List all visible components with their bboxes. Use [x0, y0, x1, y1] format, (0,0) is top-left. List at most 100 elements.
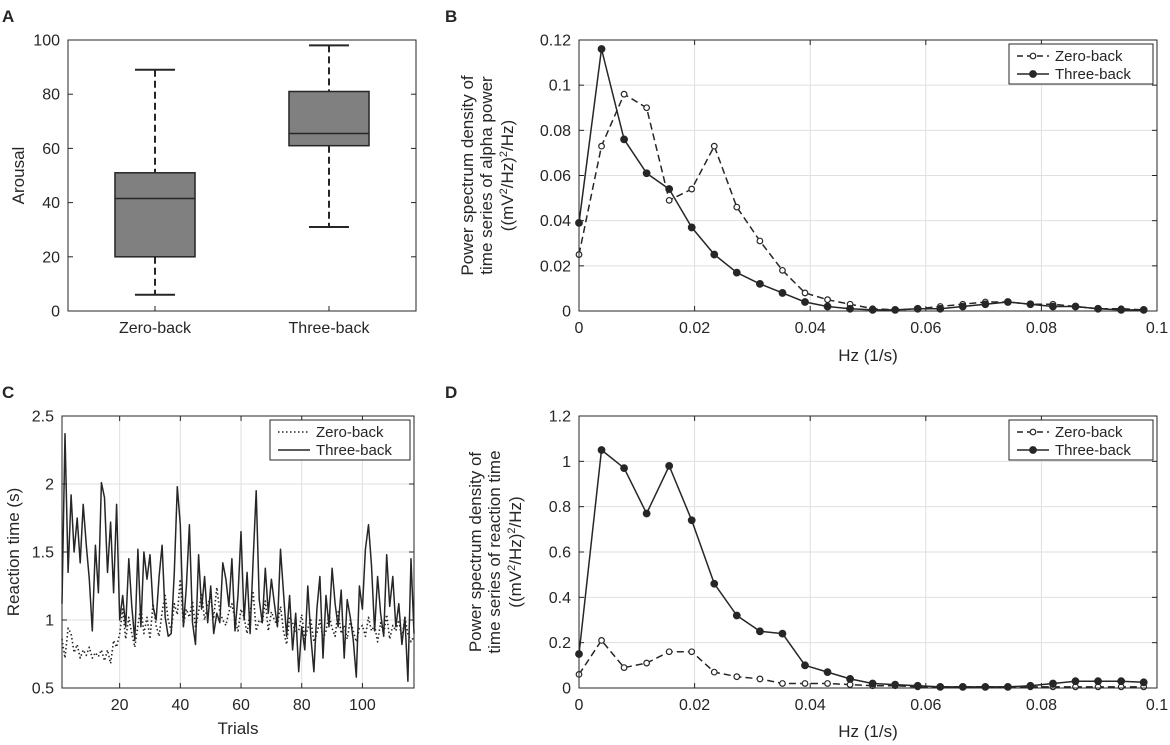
- panel-d-series-three-back-point-18: [981, 682, 990, 691]
- panel-b-series-three-back-point-8: [756, 280, 764, 288]
- panel-d: D 0 0.02 0.04 0.06 0.08 0.100.20.40.60.811.2 …: [445, 383, 1168, 741]
- panel-b-series-three-back-point-1: [597, 45, 606, 53]
- panel-d-ylabel-unit: ((mV2/Hz)2/Hz): [506, 496, 525, 607]
- panel-d-series-three-back-point-4: [665, 461, 674, 470]
- panel-c-ytick-label-4: 2.5: [32, 409, 54, 426]
- panel-d-ylabel-line1: Power spectrum density of: [466, 452, 485, 653]
- box-zero-back-iqr: [114, 172, 196, 258]
- panel-d-series-zero-back-point-2: [620, 664, 628, 671]
- panel-b-series-three-back-point-20: [1026, 300, 1035, 309]
- panel-d-series-zero-back-point-3: [643, 659, 651, 667]
- panel-b-series-three-back-point-17: [958, 302, 967, 311]
- panel-b-series-three-back-point-3: [642, 169, 651, 178]
- panel-d-series-three-back-point-7: [732, 611, 741, 620]
- panel-d-series-three-back-point-15: [913, 681, 922, 690]
- panel-b-ticks: 0 0.02 0.04 0.06 0.08 0.1 0 0.02 0.04 0.06 0.08 0.1…: [540, 33, 1168, 338]
- panel-d-legend-zero-back-marker: [1029, 428, 1037, 436]
- panel-c-xtick-label-3: 80: [293, 697, 311, 714]
- panel-d-series-three-back-line: [578, 449, 1144, 688]
- panel-b-series-three-back-point-16: [936, 304, 945, 313]
- panel-c-xtick-label-0: 20: [111, 697, 129, 714]
- panel-b-series-three-back-point-9: [778, 289, 787, 297]
- panel-d-series-three-back-point-21: [1049, 679, 1057, 688]
- panel-d-series-three-back-point-3: [642, 509, 651, 518]
- panel-d-series-zero-back-point-6: [710, 668, 718, 676]
- panel-c-ticks: 20 40 60 80 100 0.5 1 1.5 2 2.5: [32, 409, 414, 714]
- panel-d-xlabel: Hz (1/s): [838, 722, 898, 741]
- panel-a-ylabel: Arousal: [9, 147, 28, 205]
- panel-d-series-three-back-point-17: [958, 682, 967, 691]
- panel-d-series-three-back-point-6: [710, 579, 719, 588]
- panel-b-ytick-label-0: 0: [562, 304, 571, 321]
- panel-a-letter: A: [2, 7, 14, 26]
- panel-b-legend-three-back-marker: [1029, 70, 1037, 78]
- panel-d-legend-three-back-marker: [1029, 446, 1037, 454]
- panel-b-series-zero-back-point-7: [733, 203, 741, 211]
- panel-b-xtick-label-2: 0.04: [795, 320, 826, 337]
- panel-d-series-zero-back-point-8: [756, 675, 764, 683]
- panel-d-xtick-label-5: 0.1: [1146, 697, 1168, 714]
- panel-d-ticks: 0 0.02 0.04 0.06 0.08 0.1 0 0.2 0.4 0.6 0.8 1 1.2: [549, 409, 1168, 715]
- panel-b-ytick-label-1: 0.02: [540, 258, 571, 275]
- panel-d-series-three-back-point-13: [868, 679, 877, 688]
- panel-b-ytick-label-3: 0.06: [540, 168, 571, 185]
- panel-b-axes-box: [578, 39, 1158, 312]
- panel-d-series-three-back-point-14: [891, 680, 900, 689]
- panel-b-series-zero-back-point-10: [801, 289, 809, 297]
- panel-d-series-three-back-point-25: [1139, 678, 1148, 687]
- panel-b-series-three-back-point-18: [981, 300, 990, 309]
- panel-c-letter: C: [2, 383, 14, 402]
- panel-c-marks: [61, 432, 415, 682]
- panel-a-ytick-label-2: 40: [42, 195, 60, 212]
- panel-d-marks: [575, 446, 1148, 691]
- panel-b-series-three-back-point-12: [846, 304, 854, 313]
- panel-d-series-zero-back-point-1: [598, 637, 605, 644]
- panel-b-series-zero-back-point-5: [688, 185, 696, 193]
- panel-b-series-three-back-point-4: [665, 185, 674, 193]
- panel-b-series-three-back-point-11: [823, 302, 832, 311]
- panel-b: B 0 0.02 0.04 0.06 0.08 0.100.020.040.060.080…: [445, 7, 1168, 365]
- panel-d-legend-zero-back-label: Zero-back: [1055, 424, 1123, 441]
- panel-a-xtick-label-0: Zero-back: [119, 320, 192, 337]
- panel-a-axes-box: [67, 39, 417, 312]
- panel-d-series-three-back-point-2: [620, 464, 628, 473]
- panel-b-series-three-back-point-24: [1117, 305, 1126, 314]
- panel-d-series-three-back-point-16: [936, 682, 945, 691]
- panel-a-ytick-label-3: 60: [42, 141, 60, 158]
- panel-d-xtick-label-0: 0: [575, 697, 584, 714]
- panel-b-xtick-label-1: 0.02: [679, 320, 710, 337]
- panel-b-ylabel-unit: ((mV2/Hz)2/Hz): [498, 120, 517, 231]
- panel-d-series-three-back-point-5: [687, 516, 696, 525]
- panel-c: C 20 40 60 80 100 0.5 1 1.5 2 2.5 Trials Reaction…: [2, 383, 415, 738]
- panel-d-axes-box: [578, 415, 1158, 689]
- panel-b-series-three-back-point-6: [710, 250, 719, 259]
- panel-c-xtick-label-2: 60: [232, 697, 250, 714]
- panel-b-ytick-label-6: 0.12: [540, 33, 571, 50]
- panel-d-letter: D: [445, 383, 457, 402]
- panel-c-xtick-label-4: 100: [349, 697, 376, 714]
- panel-c-xlabel: Trials: [218, 719, 259, 738]
- panel-d-series-zero-back-point-9: [779, 680, 786, 687]
- panel-c-ytick-label-1: 1: [45, 613, 54, 630]
- panel-d-series-three-back-point-11: [823, 668, 832, 677]
- panel-c-ylabel: Reaction time (s): [4, 488, 23, 616]
- panel-b-series-three-back-point-2: [620, 135, 628, 144]
- panel-d-ylabel-line2: time series of reaction time: [485, 450, 504, 653]
- panel-b-ylabel-line1: Power spectrum density of: [458, 75, 477, 276]
- panel-d-ylabel: Power spectrum density of time series of…: [466, 450, 525, 653]
- panel-d-series-three-back-point-12: [846, 675, 854, 683]
- panel-c-ytick-label-0: 0.5: [32, 681, 54, 698]
- panel-a-ytick-label-0: 0: [51, 304, 60, 321]
- panel-d-ytick-label-5: 1: [562, 454, 571, 471]
- panel-d-series-zero-back-point-7: [733, 673, 741, 681]
- panel-b-series-three-back-point-25: [1139, 305, 1148, 314]
- panel-d-series-three-back-point-9: [778, 629, 787, 638]
- panel-c-ytick-label-3: 2: [45, 477, 54, 494]
- panel-b-xtick-label-3: 0.06: [910, 320, 941, 337]
- panel-b-letter: B: [445, 7, 457, 26]
- panel-a-ytick-label-1: 20: [42, 249, 60, 266]
- panel-d-series-three-back-point-20: [1026, 681, 1035, 690]
- panel-d-xtick-label-2: 0.04: [795, 697, 826, 714]
- panel-d-series-three-back-point-10: [801, 661, 809, 670]
